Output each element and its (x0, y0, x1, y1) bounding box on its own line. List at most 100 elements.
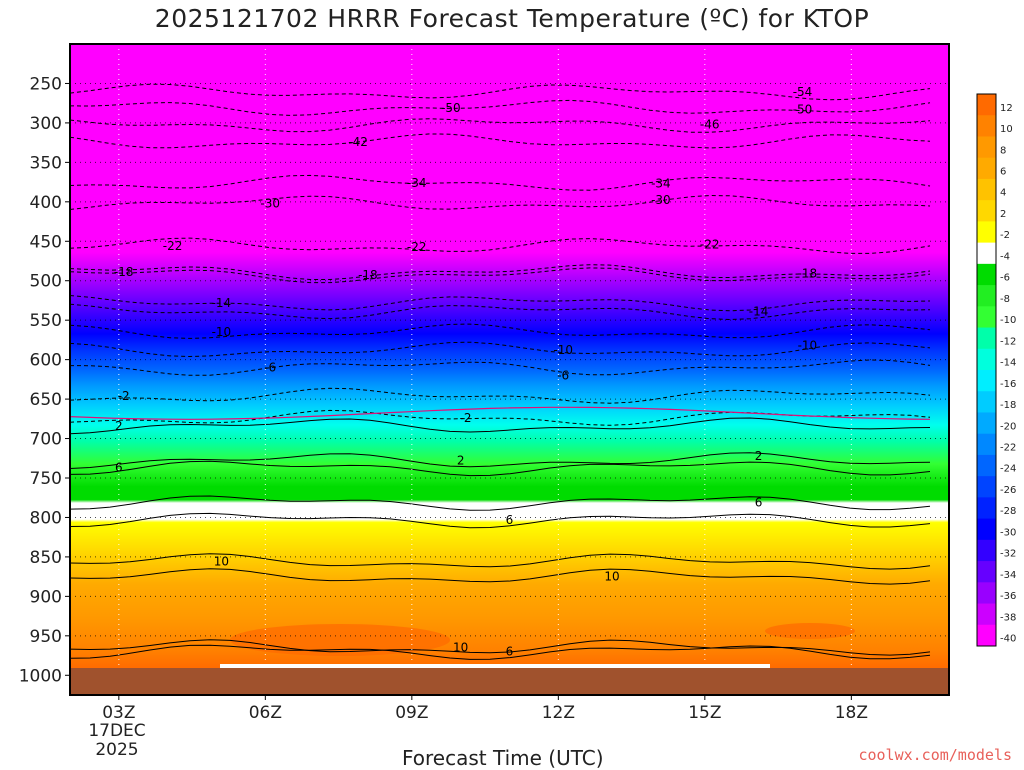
contour-line (70, 267, 931, 284)
contour-label: -50 (441, 101, 461, 115)
plot-frame (69, 43, 950, 696)
colorbar-label: -36 (1000, 591, 1016, 602)
y-tick-label: 600 (30, 351, 62, 371)
contour-label: -18 (358, 268, 378, 282)
colorbar-swatch (977, 433, 996, 456)
contour-line (70, 417, 931, 435)
y-tick-label: 800 (30, 508, 62, 528)
colorbar-label: -26 (1000, 485, 1016, 496)
colorbar-label: 12 (1000, 103, 1013, 114)
contour-label: 10 (214, 555, 229, 569)
colorbar-label: -40 (1000, 634, 1016, 645)
contour-label: -14 (749, 305, 769, 319)
contour-label: -22 (700, 237, 720, 251)
contour-label: -22 (407, 240, 427, 254)
colorbar-label: -8 (1000, 294, 1010, 305)
contour-label: -42 (348, 135, 368, 149)
colorbar-label: -12 (1000, 336, 1016, 347)
contour-label: -6 (264, 361, 276, 375)
colorbar-swatch (977, 370, 996, 392)
contour-label: 6 (755, 495, 763, 509)
y-tick-label: 400 (30, 193, 62, 213)
ground-surface-edge (220, 664, 770, 668)
contour-line (70, 409, 931, 426)
colorbar-swatch (977, 94, 996, 116)
y-tick-label: 550 (30, 311, 62, 331)
colorbar-label: -20 (1000, 421, 1016, 432)
y-tick-label: 900 (30, 587, 62, 607)
freezing-line (70, 406, 931, 420)
colorbar-swatch (977, 454, 996, 477)
contour-label: 2 (755, 449, 763, 463)
contour-label: 6 (506, 513, 514, 527)
contour-line (70, 387, 931, 404)
y-tick-label: 950 (30, 627, 62, 647)
colorbar-swatch (977, 603, 996, 626)
contour-label: -30 (651, 193, 671, 207)
x-tick-label: 15Z (688, 703, 721, 723)
colorbar-swatch (977, 263, 996, 286)
colorbar-swatch (977, 518, 996, 541)
colorbar-label: -16 (1000, 379, 1016, 390)
colorbar-swatch (977, 285, 996, 307)
y-tick-label: 1000 (19, 666, 62, 686)
colorbar-swatch (977, 348, 996, 371)
contour-line (70, 512, 931, 529)
contour-line (70, 495, 931, 511)
colorbar-swatch (977, 582, 996, 605)
x-axis-label: Forecast Time (UTC) (402, 746, 604, 770)
colorbar-swatch (977, 178, 996, 201)
contour-label: -30 (260, 196, 280, 210)
y-tick-label: 650 (30, 390, 62, 410)
colorbar-label: -14 (1000, 358, 1016, 369)
colorbar-label: 4 (1000, 188, 1006, 199)
contour-label: 6 (115, 461, 123, 475)
colorbar-label: -2 (1000, 230, 1010, 241)
contour-line (70, 644, 931, 660)
contour-label: 10 (604, 570, 619, 584)
colorbar-label: -4 (1000, 251, 1010, 262)
colorbar-label: -22 (1000, 442, 1016, 453)
colorbar-label: -24 (1000, 464, 1016, 475)
ground-surface (70, 668, 949, 695)
colorbar-label: -6 (1000, 273, 1010, 284)
contour-label: -10 (553, 343, 573, 357)
colorbar-label: 2 (1000, 209, 1006, 220)
contour-label: -10 (212, 325, 232, 339)
y-tick-label: 300 (30, 114, 62, 134)
x-tick-label: 06Z (249, 703, 282, 723)
y-tick-label: 450 (30, 232, 62, 252)
contour-labels: -54-50 -50-46-42-34 -34-30 -30-22 -22 -22-18-… (114, 85, 817, 658)
chart-title: 2025121702 HRRR Forecast Temperature (ºC… (154, 4, 870, 33)
contour-label: -18 (798, 267, 818, 281)
colorbar-label: 10 (1000, 124, 1013, 135)
contour-label: -14 (212, 296, 232, 310)
colorbar-swatch (977, 157, 996, 180)
contour-label: -50 (793, 102, 813, 116)
contour-label: -46 (700, 117, 720, 131)
contour-label: -10 (798, 338, 818, 352)
contour-line (70, 99, 931, 116)
y-axis-ticks: 250 300 350 400 450 500 550 600 650 700 750 800 850 9… (19, 74, 70, 686)
gridlines (70, 44, 949, 695)
colorbar-label: -18 (1000, 400, 1016, 411)
contour-line (70, 553, 931, 570)
colorbar-swatch (977, 136, 996, 159)
y-tick-label: 250 (30, 74, 62, 94)
contour-line (70, 452, 931, 469)
contour-label: -6 (557, 368, 569, 382)
y-tick-label: 750 (30, 469, 62, 489)
colorbar-swatch (977, 221, 996, 244)
colorbar: 12 10 8 6 4 2 -2 -4 -6 -8 -10 -12 -14 -16 -18 -20 -22 -24… (976, 93, 1016, 647)
credit-text: coolwx.com/models (858, 746, 1012, 764)
warm-pocket (765, 623, 855, 639)
contour-line (70, 460, 931, 477)
colorbar-swatch (977, 476, 996, 498)
contour-label: -34 (407, 176, 427, 190)
x-axis-ticks: 03Z 06Z 09Z 12Z 15Z 18Z (102, 695, 868, 723)
contour-line (70, 237, 931, 254)
contour-line (70, 359, 931, 376)
contour-label: -54 (793, 85, 813, 99)
colorbar-swatch (977, 391, 996, 413)
